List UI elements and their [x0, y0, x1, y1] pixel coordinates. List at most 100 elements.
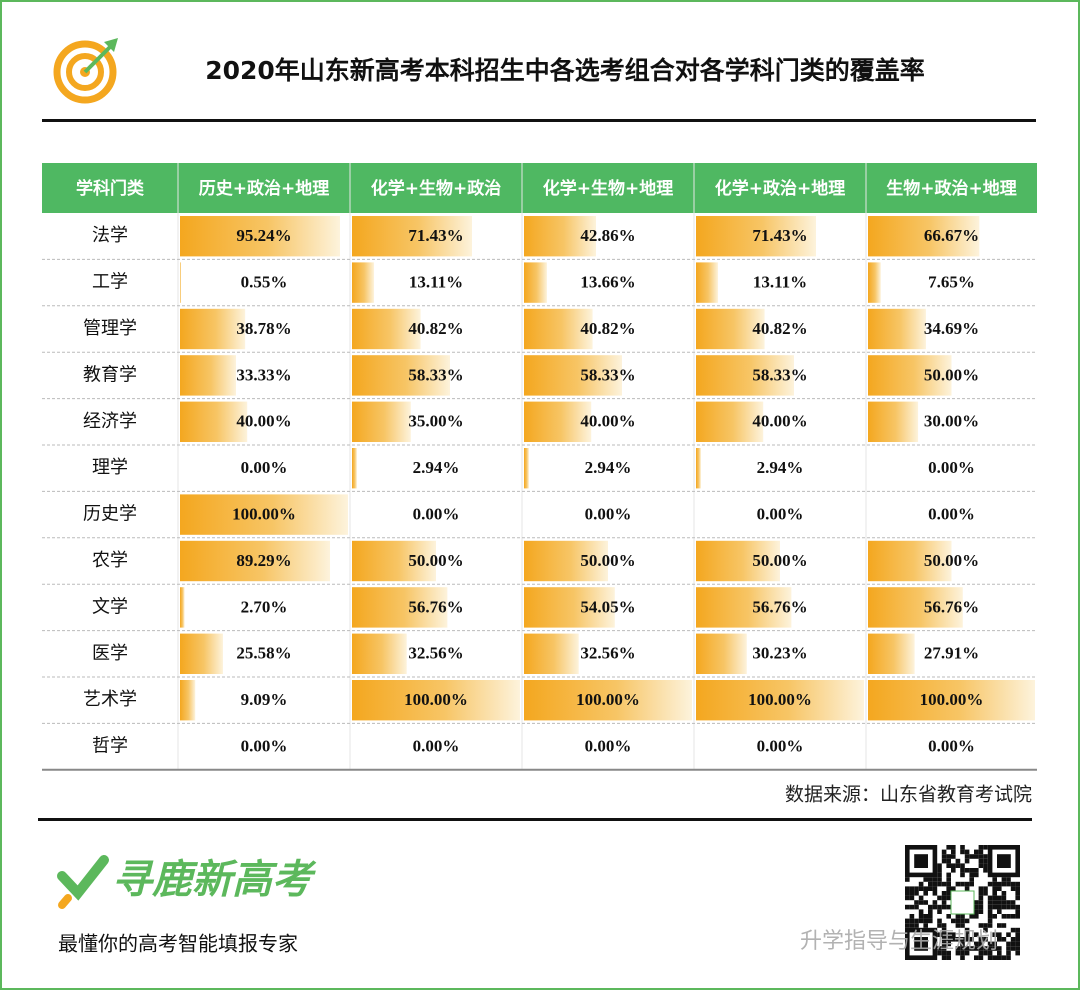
qr-cell	[937, 946, 942, 951]
qr-cell	[987, 914, 993, 919]
brand: 寻鹿新高考	[112, 857, 317, 903]
qr-cell	[918, 900, 924, 905]
cell-value: 100.00%	[404, 690, 468, 709]
data-bar	[524, 216, 597, 257]
cell-value: 56.76%	[752, 597, 807, 616]
qr-cell	[992, 946, 997, 951]
qr-cell	[978, 946, 984, 951]
qr-cell	[987, 946, 993, 951]
data-bar	[524, 308, 593, 350]
qr-cell	[955, 881, 961, 887]
data-bar	[868, 540, 952, 582]
slogan: 最懂你的高考智能填报专家	[58, 932, 298, 956]
qr-cell	[983, 863, 988, 868]
qr-cell	[1001, 955, 1007, 960]
cell-value: 2.94%	[757, 458, 804, 477]
qr-cell	[974, 872, 979, 878]
qr-cell	[941, 932, 947, 937]
qr-cell	[978, 923, 984, 928]
qr-cell	[987, 881, 993, 887]
data-bar	[696, 262, 719, 303]
qr-cell	[1001, 881, 1007, 887]
data-bar	[696, 448, 701, 489]
row-label: 历史学	[83, 504, 137, 525]
qr-cell	[1006, 914, 1011, 919]
qr-cell	[992, 891, 997, 896]
cell-value: 2.94%	[585, 458, 632, 477]
cell-value: 50.00%	[924, 551, 979, 570]
qr-cell	[969, 946, 974, 951]
qr-cell	[941, 858, 947, 864]
cell-value: 0.00%	[413, 737, 460, 756]
cell-value: 89.29%	[236, 551, 291, 570]
qr-cell	[1001, 895, 1007, 901]
qr-cell	[937, 950, 942, 956]
cell-value: 0.55%	[241, 273, 288, 292]
divider	[38, 818, 1032, 821]
cell-value: 0.00%	[928, 505, 975, 524]
qr-cell	[955, 923, 961, 928]
data-bar	[696, 633, 747, 674]
qr-cell	[905, 886, 910, 891]
qr-cell	[1015, 886, 1020, 891]
cell-value: 56.76%	[924, 597, 979, 616]
qr-cell	[1006, 941, 1011, 947]
cell-value: 40.00%	[236, 412, 291, 431]
qr-cell	[937, 877, 942, 882]
cell-value: 0.00%	[928, 737, 975, 756]
qr-cell	[960, 881, 965, 887]
qr-cell	[946, 845, 951, 850]
qr-cell	[978, 845, 984, 850]
qr-cell	[983, 923, 988, 928]
qr-cell	[983, 854, 988, 859]
qr-cell	[978, 863, 984, 868]
qr-cell	[946, 941, 951, 947]
data-bar	[352, 540, 436, 582]
data-bar	[524, 587, 615, 628]
divider	[42, 119, 1036, 122]
qr-cell	[992, 881, 997, 887]
data-bar	[524, 355, 622, 396]
cell-value: 32.56%	[408, 644, 463, 663]
qr-cell	[960, 914, 965, 919]
cell-value: 50.00%	[408, 551, 463, 570]
cell-value: 40.82%	[408, 319, 463, 338]
qr-cell	[964, 868, 970, 873]
qr-cell	[1010, 900, 1016, 905]
qr-cell	[969, 854, 974, 859]
row-label: 管理学	[83, 318, 137, 339]
data-bar	[352, 355, 450, 396]
qr-cell	[909, 923, 915, 928]
qr-cell	[941, 923, 947, 928]
qr-cell	[941, 950, 947, 956]
qr-cell	[914, 918, 919, 924]
cell-value: 7.65%	[928, 273, 975, 292]
qr-cell	[960, 863, 965, 868]
cell-value: 13.66%	[580, 273, 635, 292]
qr-cell	[960, 950, 965, 956]
row-label: 法学	[92, 225, 128, 246]
qr-cell	[946, 877, 951, 882]
data-bar	[868, 680, 1035, 721]
qr-cell	[1006, 900, 1011, 905]
qr-cell	[1001, 877, 1007, 882]
cell-value: 56.76%	[408, 597, 463, 616]
qr-cell	[978, 895, 984, 901]
cell-value: 0.00%	[413, 505, 460, 524]
qr-cell	[992, 877, 997, 882]
data-bar	[868, 308, 926, 350]
qr-cell	[992, 900, 997, 905]
row-label: 理学	[92, 457, 128, 478]
data-bar	[868, 355, 952, 396]
qr-cell	[960, 955, 965, 960]
data-bar	[868, 633, 915, 674]
qr-cell	[1010, 914, 1016, 919]
qr-cell	[983, 950, 988, 956]
qr-cell	[905, 877, 910, 882]
qr-cell	[1006, 904, 1011, 910]
cell-value: 71.43%	[408, 226, 463, 245]
qr-cell	[974, 904, 979, 910]
data-bar	[352, 216, 473, 257]
cell-value: 66.67%	[924, 226, 979, 245]
qr-code	[904, 844, 1020, 960]
